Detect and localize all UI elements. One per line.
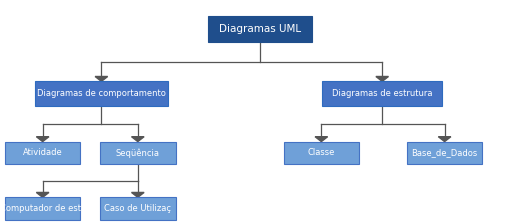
Text: Atividade: Atividade: [23, 148, 62, 157]
Text: Caso de Utilizaç: Caso de Utilizaç: [105, 204, 171, 213]
Polygon shape: [315, 137, 328, 142]
Text: Diagramas de comportamento: Diagramas de comportamento: [37, 89, 166, 98]
Polygon shape: [95, 76, 108, 81]
FancyBboxPatch shape: [5, 142, 81, 164]
Polygon shape: [438, 137, 451, 142]
Text: Computador de esta: Computador de esta: [0, 204, 86, 213]
FancyBboxPatch shape: [284, 142, 359, 164]
Text: Base_de_Dados: Base_de_Dados: [411, 148, 478, 157]
Text: Classe: Classe: [308, 148, 335, 157]
FancyBboxPatch shape: [100, 197, 176, 220]
FancyBboxPatch shape: [407, 142, 483, 164]
FancyBboxPatch shape: [322, 81, 442, 106]
FancyBboxPatch shape: [208, 16, 312, 42]
Polygon shape: [376, 76, 388, 81]
FancyBboxPatch shape: [100, 142, 176, 164]
Polygon shape: [36, 137, 49, 142]
FancyBboxPatch shape: [35, 81, 168, 106]
Text: Diagramas UML: Diagramas UML: [219, 24, 301, 34]
Polygon shape: [132, 192, 144, 197]
FancyBboxPatch shape: [5, 197, 81, 220]
Text: Diagramas de estrutura: Diagramas de estrutura: [332, 89, 433, 98]
Text: Seqüência: Seqüência: [116, 148, 160, 157]
Polygon shape: [132, 137, 144, 142]
Polygon shape: [36, 192, 49, 197]
